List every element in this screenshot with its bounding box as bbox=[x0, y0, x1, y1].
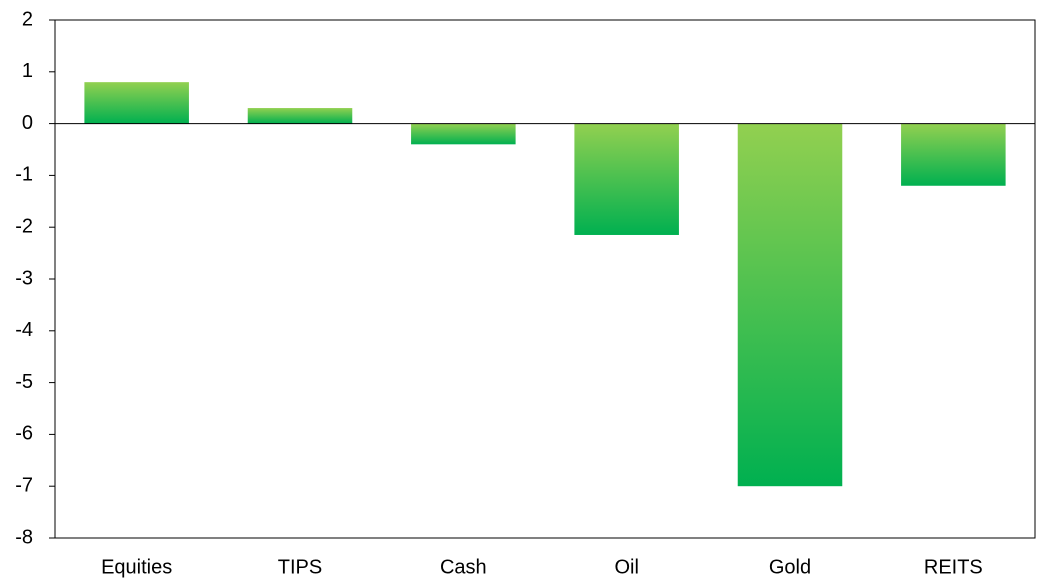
y-tick-label: -1 bbox=[15, 164, 33, 186]
x-tick-label: Equities bbox=[101, 556, 172, 578]
y-tick-label: -7 bbox=[15, 474, 33, 496]
x-tick-label: Gold bbox=[769, 556, 811, 578]
plot-frame bbox=[54, 19, 1036, 539]
bar bbox=[901, 123, 1006, 186]
y-tick-label: 2 bbox=[22, 8, 33, 30]
x-tick-label: TIPS bbox=[278, 556, 322, 578]
bar bbox=[737, 123, 843, 487]
y-tick-label: 0 bbox=[22, 112, 33, 134]
y-tick-label: 1 bbox=[22, 60, 33, 82]
bar bbox=[84, 82, 189, 124]
bar bbox=[247, 108, 353, 124]
y-tick-label: -8 bbox=[15, 526, 33, 548]
y-tick-label: -4 bbox=[15, 319, 33, 341]
x-tick-label: Oil bbox=[614, 556, 638, 578]
x-tick-label: Cash bbox=[440, 556, 487, 578]
x-tick-label: REITS bbox=[924, 556, 983, 578]
bar bbox=[574, 123, 679, 235]
y-tick-label: -5 bbox=[15, 371, 33, 393]
y-tick-label: -2 bbox=[15, 215, 33, 237]
bar bbox=[411, 123, 516, 145]
y-tick-label: -6 bbox=[15, 423, 33, 445]
y-tick-label: -3 bbox=[15, 267, 33, 289]
